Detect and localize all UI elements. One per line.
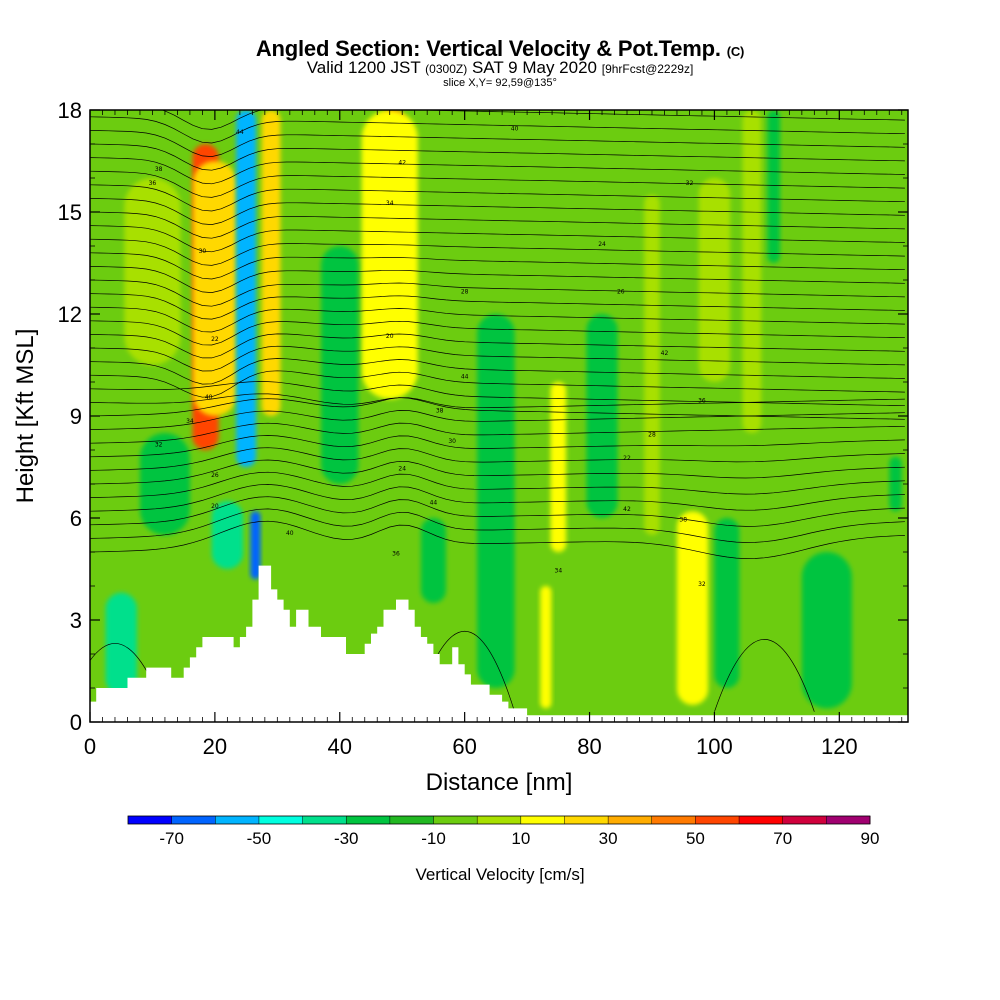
colorbar-tick-label: 30 [599, 829, 618, 848]
x-tick-label: 60 [452, 734, 476, 759]
x-tick-label: 0 [84, 734, 96, 759]
contour-label: 20 [386, 333, 394, 340]
colorbar-tick-label: 70 [773, 829, 792, 848]
contour-label: 44 [461, 374, 469, 381]
velocity-cell [714, 518, 739, 688]
colorbar: -70 -50 -30 -10 10 30 50 70 90 [128, 816, 879, 848]
contour-label: 44 [236, 129, 244, 136]
contour-label: 24 [598, 241, 606, 248]
contour-label: 38 [436, 408, 444, 415]
colorbar-tick-label: 50 [686, 829, 705, 848]
contour-label: 36 [149, 180, 157, 187]
contour-label: 32 [698, 581, 706, 588]
colorbar-tick-label: 10 [511, 829, 530, 848]
velocity-cell [212, 501, 243, 569]
colorbar-swatch [303, 816, 347, 824]
contour-label: 24 [398, 465, 406, 472]
colorbar-swatch [826, 816, 870, 824]
velocity-cell [140, 433, 190, 535]
colorbar-swatch [259, 816, 303, 824]
colorbar-tick-label: -70 [159, 829, 184, 848]
velocity-cell [677, 511, 708, 705]
contour-label: 32 [155, 442, 163, 449]
contour-label: 42 [661, 350, 669, 357]
contour-label: 26 [617, 289, 625, 296]
velocity-cell [262, 110, 281, 416]
contour-label: 42 [398, 159, 406, 166]
contour-label: 40 [286, 530, 294, 537]
contour-label: 26 [211, 472, 219, 479]
x-tick-label: 120 [821, 734, 858, 759]
contour-label: 38 [679, 516, 687, 523]
colorbar-title: Vertical Velocity [cm/s] [415, 865, 584, 884]
colorbar-swatch [434, 816, 478, 824]
contour-label: 40 [511, 125, 519, 132]
velocity-cell [889, 457, 901, 511]
colorbar-swatch [215, 816, 259, 824]
contour-label: 34 [386, 200, 394, 207]
colorbar-swatch [695, 816, 739, 824]
velocity-cell [236, 110, 256, 467]
x-tick-label: 40 [328, 734, 352, 759]
contour-label: 36 [392, 550, 400, 557]
colorbar-tick-label: 90 [861, 829, 880, 848]
contour-label: 30 [199, 248, 207, 255]
contour-label: 34 [555, 567, 563, 574]
colorbar-swatch [652, 816, 696, 824]
contour-label: 22 [623, 455, 631, 462]
colorbar-swatch [608, 816, 652, 824]
velocity-cell [644, 195, 660, 535]
colorbar-swatch [128, 816, 172, 824]
y-tick-label: 3 [70, 608, 82, 633]
colorbar-swatch [739, 816, 783, 824]
contour-label: 44 [430, 499, 438, 506]
colorbar-tick-label: -30 [334, 829, 359, 848]
y-tick-label: 0 [70, 710, 82, 735]
contour-label: 22 [211, 336, 219, 343]
contour-label: 28 [648, 431, 656, 438]
x-tick-label: 20 [203, 734, 227, 759]
velocity-cell [193, 161, 237, 416]
velocity-cell [321, 246, 358, 484]
y-tick-label: 18 [58, 98, 82, 123]
velocity-cell [699, 178, 730, 382]
y-tick-label: 9 [70, 404, 82, 429]
colorbar-swatch [172, 816, 216, 824]
contour-label: 34 [186, 418, 194, 425]
colorbar-swatch [521, 816, 565, 824]
contour-label: 38 [155, 166, 163, 173]
velocity-cell [551, 382, 567, 552]
contour-label: 42 [623, 506, 631, 513]
x-tick-label: 100 [696, 734, 733, 759]
y-tick-label: 15 [58, 200, 82, 225]
colorbar-swatch [783, 816, 827, 824]
colorbar-tick-label: -10 [421, 829, 446, 848]
contour-label: 40 [205, 394, 213, 401]
plot-area: 44 42 40 38 36 34 32 30 28 26 24 22 20 44 42 40 38 36 34 32… [65, 103, 908, 722]
velocity-cell [362, 110, 418, 399]
x-axis-label: Distance [nm] [426, 769, 573, 796]
velocity-cell [802, 552, 852, 708]
colorbar-swatch [346, 816, 390, 824]
x-tick-label: 80 [577, 734, 601, 759]
contour-label: 32 [686, 180, 694, 187]
y-tick-label: 6 [70, 506, 82, 531]
velocity-cell [743, 110, 762, 433]
contour-label: 28 [461, 289, 469, 296]
velocity-cell [124, 178, 180, 365]
colorbar-tick-label: -50 [247, 829, 272, 848]
y-axis-label: Height [Kft MSL] [12, 329, 39, 504]
contour-label: 30 [448, 438, 456, 445]
colorbar-swatch [390, 816, 434, 824]
colorbar-swatch [564, 816, 608, 824]
colorbar-swatch [477, 816, 521, 824]
cross-section-chart: 444240383634323028 262422 2044424038363432… [0, 0, 1000, 1000]
velocity-cell [540, 586, 551, 708]
contour-label: 36 [698, 397, 706, 404]
contour-label: 20 [211, 503, 219, 510]
y-tick-label: 12 [58, 302, 82, 327]
